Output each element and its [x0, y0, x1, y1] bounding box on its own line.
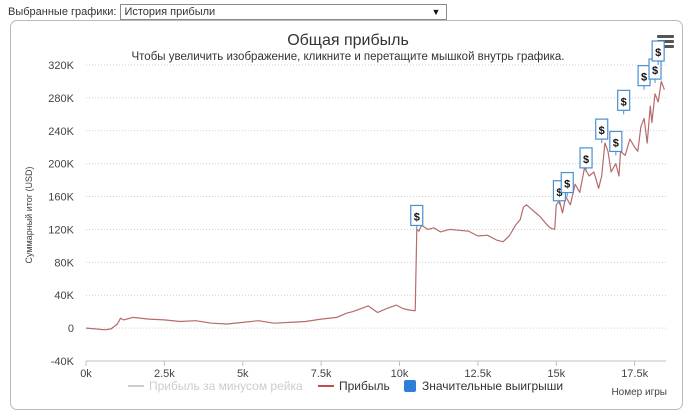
big-win-symbol: $: [641, 72, 647, 84]
legend-item[interactable]: Прибыль: [318, 379, 390, 393]
legend-item[interactable]: Прибыль за минусом рейка: [128, 379, 303, 393]
y-tick-label: 240K: [48, 126, 74, 138]
x-tick-label: 17.5k: [621, 368, 648, 380]
y-tick-label: 280K: [48, 93, 74, 105]
x-tick-label: 15k: [547, 368, 565, 380]
chart-panel: [10, 20, 683, 410]
chart-selector-label: Выбранные графики:: [8, 6, 117, 18]
chart-select-value: История прибыли: [124, 6, 216, 18]
x-tick-label: 7.5k: [311, 368, 332, 380]
x-tick-label: 10k: [391, 368, 409, 380]
big-win-symbol: $: [621, 96, 627, 108]
legend-label: Значительные выигрыши: [422, 379, 563, 393]
big-win-marker[interactable]: $: [648, 58, 662, 84]
chart-menu-icon[interactable]: [657, 35, 674, 49]
y-tick-label: 0: [68, 323, 74, 335]
chart-select-dropdown[interactable]: История прибыли ▼: [120, 4, 448, 20]
big-win-marker[interactable]: $: [651, 40, 665, 65]
x-tick-label: 5k: [237, 368, 249, 380]
big-win-marker[interactable]: $: [637, 65, 651, 90]
big-win-symbol: $: [564, 179, 570, 191]
big-win-marker[interactable]: $: [560, 171, 574, 197]
x-tick-label: 2.5k: [154, 368, 175, 380]
big-win-marker[interactable]: $: [579, 147, 593, 172]
x-tick-label: 12.5k: [464, 368, 491, 380]
chart-selector-row: Выбранные графики: История прибыли ▼: [8, 4, 448, 20]
big-win-marker[interactable]: $: [617, 89, 631, 115]
y-tick-label: 320K: [48, 60, 74, 72]
chart-title: Общая прибыль: [287, 32, 409, 49]
big-win-marker[interactable]: $: [410, 204, 424, 230]
big-win-symbol: $: [655, 47, 661, 59]
legend-item[interactable]: Значительные выигрыши: [404, 379, 563, 393]
y-tick-label: 160K: [48, 192, 74, 204]
y-axis-label: Суммарный итог (USD): [24, 166, 34, 263]
y-tick-label: 40K: [54, 290, 74, 302]
big-win-symbol: $: [556, 187, 562, 199]
legend-label: Прибыль за минусом рейка: [149, 379, 303, 393]
legend-label: Прибыль: [339, 379, 390, 393]
chevron-down-icon: ▼: [431, 7, 441, 17]
chart-subtitle: Чтобы увеличить изображение, кликните и …: [132, 51, 565, 63]
legend-symbol: [404, 380, 416, 392]
big-win-marker[interactable]: $: [595, 118, 609, 144]
x-axis-label: Номер игры: [611, 387, 667, 398]
big-win-symbol: $: [652, 65, 658, 77]
series-line-profit[interactable]: [85, 80, 665, 331]
x-tick-label: 0k: [80, 368, 92, 380]
y-tick-label: -40K: [51, 356, 75, 368]
big-win-marker[interactable]: $: [609, 130, 623, 156]
big-win-symbol: $: [599, 125, 605, 137]
y-tick-label: 200K: [48, 159, 74, 171]
y-tick-label: 80K: [54, 257, 74, 269]
big-win-symbol: $: [414, 211, 420, 223]
big-win-symbol: $: [583, 154, 589, 166]
y-tick-label: 120K: [48, 224, 74, 236]
big-win-symbol: $: [613, 137, 619, 149]
